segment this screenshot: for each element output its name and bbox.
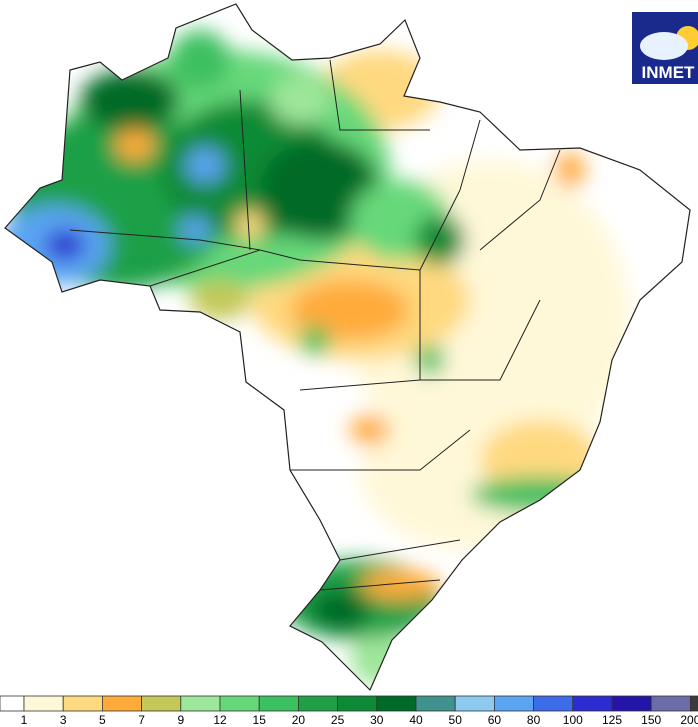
legend-swatch — [454, 695, 495, 712]
legend-label: 9 — [177, 713, 184, 727]
legend-swatch — [23, 695, 64, 712]
legend: 1 3 5 7 9 12 15 20 25 30 40 50 60 80 100 125 150 200 — [0, 695, 698, 727]
legend-swatch — [180, 695, 221, 712]
legend-label: 5 — [99, 713, 106, 727]
state-borders — [4, 3, 691, 691]
legend-label: 150 — [641, 713, 661, 727]
legend-label: 1 — [21, 713, 28, 727]
legend-swatch — [650, 695, 691, 712]
legend-swatch — [102, 695, 143, 712]
logo: INMET — [632, 12, 698, 84]
legend-swatch — [533, 695, 574, 712]
legend-label: 25 — [331, 713, 345, 727]
legend-label: 30 — [370, 713, 384, 727]
legend-label: 15 — [253, 713, 267, 727]
legend-label: 125 — [602, 713, 622, 727]
legend-swatch — [219, 695, 260, 712]
legend-swatch — [0, 695, 25, 712]
legend-label: 80 — [527, 713, 541, 727]
legend-swatch — [337, 695, 378, 712]
legend-swatch — [297, 695, 338, 712]
legend-label: 200 — [680, 713, 698, 727]
legend-label: 3 — [60, 713, 67, 727]
legend-label: 100 — [563, 713, 583, 727]
legend-swatch — [611, 695, 652, 712]
logo-text: INMET — [642, 63, 696, 82]
legend-swatch — [572, 695, 613, 712]
legend-label: 40 — [409, 713, 423, 727]
legend-swatch — [141, 695, 182, 712]
legend-swatch — [376, 695, 417, 712]
legend-label: 50 — [449, 713, 463, 727]
legend-swatch — [258, 695, 299, 712]
legend-label: 7 — [138, 713, 145, 727]
legend-swatch — [415, 695, 456, 712]
legend-swatch — [493, 695, 534, 712]
legend-label: 12 — [213, 713, 227, 727]
legend-swatch — [690, 695, 698, 712]
legend-label: 20 — [292, 713, 306, 727]
legend-swatch — [62, 695, 103, 712]
legend-label: 60 — [488, 713, 502, 727]
